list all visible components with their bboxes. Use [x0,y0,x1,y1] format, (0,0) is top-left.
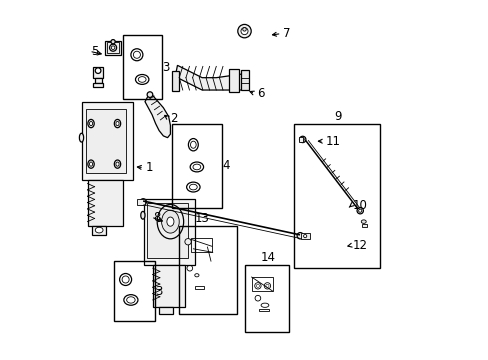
Text: 3: 3 [155,285,163,298]
Text: 3: 3 [163,60,170,73]
Text: 4: 4 [222,159,230,172]
Text: 5: 5 [91,45,98,58]
Ellipse shape [166,217,174,226]
Ellipse shape [161,210,179,233]
Text: 2: 2 [170,112,178,125]
Ellipse shape [241,28,247,35]
Ellipse shape [116,162,119,166]
Bar [87,180,122,226]
Text: 8: 8 [152,211,160,224]
Ellipse shape [140,199,146,205]
Ellipse shape [141,211,145,219]
Bar [300,233,309,239]
Text: 13: 13 [195,212,209,225]
Text: 6: 6 [256,87,264,100]
Bar [159,307,173,314]
Bar [105,41,121,55]
Ellipse shape [109,44,116,51]
Bar [114,261,154,321]
Ellipse shape [114,160,121,168]
Ellipse shape [184,239,191,245]
Ellipse shape [111,46,115,49]
Bar [179,226,237,314]
Bar [92,226,106,235]
Bar [172,71,178,91]
Ellipse shape [111,40,115,44]
Ellipse shape [114,120,121,128]
Ellipse shape [116,121,119,126]
Bar [94,78,102,83]
Bar [152,265,184,307]
Ellipse shape [88,160,94,168]
Bar [190,238,212,252]
Bar [241,70,248,90]
Text: 12: 12 [352,239,367,252]
Ellipse shape [79,133,83,142]
Bar [147,203,188,258]
Text: 14: 14 [260,251,275,264]
Bar [82,102,133,180]
Bar [244,265,288,332]
Ellipse shape [361,220,366,224]
Bar [93,83,103,86]
Ellipse shape [95,68,101,73]
Ellipse shape [88,120,94,128]
Text: 7: 7 [283,27,290,40]
Bar [107,42,119,53]
Ellipse shape [89,121,92,126]
Bar [143,199,195,265]
Text: 11: 11 [325,135,340,148]
Bar [258,309,269,311]
Ellipse shape [242,28,246,31]
Bar [137,199,145,205]
Polygon shape [175,66,247,90]
Bar [251,277,272,291]
Ellipse shape [95,227,103,233]
Bar [195,286,203,289]
Text: 1: 1 [145,161,153,174]
Ellipse shape [299,136,305,143]
Ellipse shape [303,234,306,238]
Ellipse shape [157,204,183,239]
Bar [93,67,103,78]
Ellipse shape [301,138,304,141]
Ellipse shape [89,162,92,166]
Ellipse shape [356,207,363,214]
Bar [299,137,303,142]
Ellipse shape [358,209,361,212]
Bar [122,35,161,99]
Ellipse shape [147,92,152,98]
Text: 10: 10 [352,199,367,212]
Ellipse shape [237,24,251,38]
Polygon shape [145,94,170,138]
Bar [228,69,239,92]
Bar [293,123,380,268]
Bar [172,123,221,208]
Text: 9: 9 [334,110,341,123]
Bar [85,109,126,173]
Bar [361,224,366,227]
Ellipse shape [296,233,303,239]
